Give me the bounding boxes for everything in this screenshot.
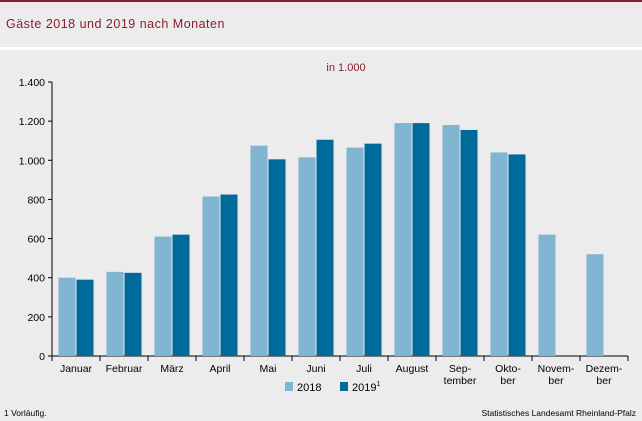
bar-2019-3 xyxy=(220,194,238,356)
bar-2018-7 xyxy=(394,123,412,356)
x-tick-label: Juni xyxy=(306,363,325,375)
footnote: 1 Vorläufig. xyxy=(4,408,47,418)
bar-2019-4 xyxy=(268,159,286,356)
legend: 2018 20191 xyxy=(285,381,380,394)
bar-2018-1 xyxy=(106,271,124,356)
bar-2019-7 xyxy=(412,123,430,356)
bar-2018-11 xyxy=(586,254,604,356)
y-tick-label: 400 xyxy=(27,273,45,285)
legend-swatch-2018 xyxy=(285,382,293,391)
legend-swatch-2019 xyxy=(340,382,348,391)
x-tick-label: Juli xyxy=(356,363,372,375)
y-tick-label: 0 xyxy=(39,351,45,363)
bar-2018-8 xyxy=(442,125,460,356)
x-tick-label: Sep-tember xyxy=(444,363,477,387)
bar-2018-6 xyxy=(346,147,364,356)
legend-label-2019: 20191 xyxy=(352,381,380,394)
top-rule xyxy=(0,0,642,2)
chart-title: Gäste 2018 und 2019 nach Monaten xyxy=(6,17,225,31)
title-band: Gäste 2018 und 2019 nach Monaten xyxy=(0,2,642,47)
bar-2018-0 xyxy=(58,277,76,356)
bar-2018-9 xyxy=(490,152,508,356)
y-tick-label: 1.000 xyxy=(19,155,45,167)
x-tick-label: April xyxy=(209,363,230,375)
y-tick-label: 600 xyxy=(27,234,45,246)
bar-2019-6 xyxy=(364,143,382,356)
x-tick-label: März xyxy=(160,363,183,375)
bar-2018-5 xyxy=(298,157,316,356)
bar-2019-5 xyxy=(316,139,334,356)
chart-subtitle: in 1.000 xyxy=(326,62,365,74)
bar-2018-3 xyxy=(202,196,220,356)
bar-2019-1 xyxy=(124,272,142,356)
axes: 0 200 400 600 800 1.000 1.200 1.400 Januar Februa… xyxy=(19,77,629,387)
bars xyxy=(58,123,604,356)
x-tick-label: August xyxy=(396,363,429,375)
x-tick-label: Novem-ber xyxy=(538,363,575,387)
bar-2019-9 xyxy=(508,154,526,356)
y-tick-label: 800 xyxy=(27,194,45,206)
source-note: Statistisches Landesamt Rheinland-Pfalz xyxy=(481,408,637,418)
y-tick-label: 1.400 xyxy=(19,77,45,89)
bar-2018-4 xyxy=(250,145,268,356)
x-tick-label: Februar xyxy=(106,363,143,375)
x-tick-label: Dezem-ber xyxy=(586,363,623,387)
bar-2019-0 xyxy=(76,279,94,356)
x-tick-label: Okto-ber xyxy=(495,363,521,387)
bar-2019-2 xyxy=(172,234,190,356)
bar-2019-8 xyxy=(460,129,478,356)
bar-2018-10 xyxy=(538,234,556,356)
x-tick-label: Mai xyxy=(260,363,277,375)
bar-2018-2 xyxy=(154,236,172,356)
legend-label-2018: 2018 xyxy=(297,382,321,394)
x-tick-label: Januar xyxy=(60,363,93,375)
y-tick-label: 1.200 xyxy=(19,116,45,128)
y-tick-label: 200 xyxy=(27,312,45,324)
